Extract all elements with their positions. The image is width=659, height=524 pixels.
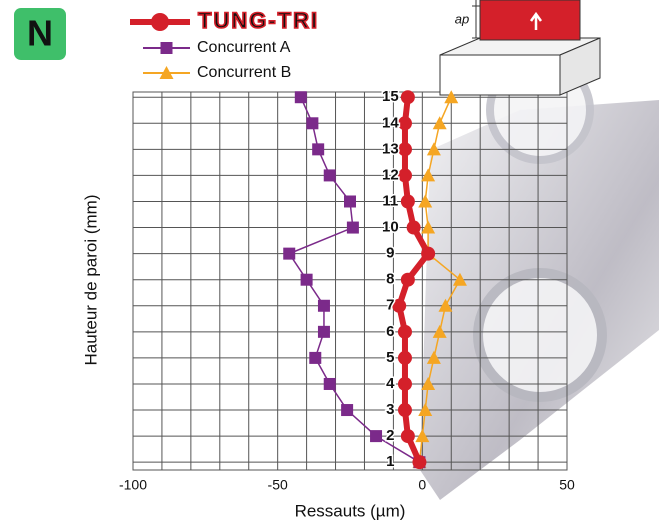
data-point xyxy=(415,429,430,443)
data-point xyxy=(392,298,407,313)
legend-label: TUNG-TRI xyxy=(198,8,319,33)
y-tick-label: 10 xyxy=(382,219,399,236)
data-point xyxy=(309,351,322,364)
data-point xyxy=(397,376,412,391)
x-axis-title: Ressauts (µm) xyxy=(295,501,406,520)
y-tick-label: 12 xyxy=(382,166,399,183)
data-point xyxy=(421,246,436,261)
y-tick-label: 15 xyxy=(382,88,399,105)
data-point xyxy=(421,376,436,390)
y-tick-label: 9 xyxy=(386,245,394,262)
data-point xyxy=(341,404,354,417)
inset-diagram: ap xyxy=(439,0,601,96)
data-point xyxy=(312,143,325,156)
data-point xyxy=(452,272,467,286)
data-point xyxy=(283,247,296,260)
data-point xyxy=(370,430,383,443)
data-point xyxy=(412,455,427,470)
data-point xyxy=(432,324,447,338)
data-point xyxy=(397,116,412,131)
legend-label: Concurrent A xyxy=(197,39,291,56)
y-tick-label: 7 xyxy=(386,297,394,314)
data-point xyxy=(344,195,356,208)
data-point xyxy=(421,168,436,182)
data-point xyxy=(426,350,441,364)
data-point xyxy=(397,142,412,157)
badge: N xyxy=(14,8,66,60)
data-point xyxy=(294,91,307,104)
data-point xyxy=(300,273,313,286)
y-tick-label: 1 xyxy=(386,453,394,470)
data-point xyxy=(421,220,436,234)
data-point xyxy=(317,299,330,312)
grid xyxy=(132,91,568,471)
y-tick-label: 8 xyxy=(386,271,394,288)
y-tick-label: 13 xyxy=(382,140,399,157)
legend-marker xyxy=(159,66,174,79)
y-tick-label: 6 xyxy=(386,323,394,340)
legend-marker xyxy=(160,42,173,54)
x-tick-label: 0 xyxy=(418,477,426,493)
data-point xyxy=(397,350,412,365)
legend-label: Concurrent B xyxy=(197,64,291,81)
plot xyxy=(283,90,467,470)
inset-label: ap xyxy=(455,11,469,26)
data-point xyxy=(418,194,433,208)
data-point xyxy=(323,377,336,390)
x-tick-label: 50 xyxy=(559,477,575,493)
data-point xyxy=(346,221,359,234)
data-point xyxy=(400,272,415,287)
data-point xyxy=(406,220,421,235)
data-point xyxy=(444,90,459,104)
data-point xyxy=(397,168,412,183)
data-point xyxy=(397,324,412,339)
y-tick-label: 11 xyxy=(382,192,398,209)
x-tick-label: -50 xyxy=(268,477,288,493)
y-tick-label: 14 xyxy=(382,114,399,131)
y-tick-label: 5 xyxy=(386,349,394,366)
data-point xyxy=(400,429,415,444)
data-point xyxy=(397,403,412,418)
badge-label: N xyxy=(27,13,53,54)
y-tick-label: 2 xyxy=(386,427,394,444)
data-point xyxy=(400,90,415,105)
data-point xyxy=(426,142,441,156)
data-point xyxy=(317,325,330,338)
data-point xyxy=(432,116,447,130)
x-tick-label: -100 xyxy=(119,477,147,493)
data-point xyxy=(400,194,415,209)
data-point xyxy=(323,169,336,182)
y-tick-label: 3 xyxy=(386,401,394,418)
data-point xyxy=(418,403,433,417)
data-point xyxy=(438,298,453,312)
y-axis-title: Hauteur de paroi (mm) xyxy=(81,194,100,365)
legend-marker xyxy=(151,13,169,31)
y-tick-label: 4 xyxy=(386,375,395,392)
data-point xyxy=(306,117,319,130)
